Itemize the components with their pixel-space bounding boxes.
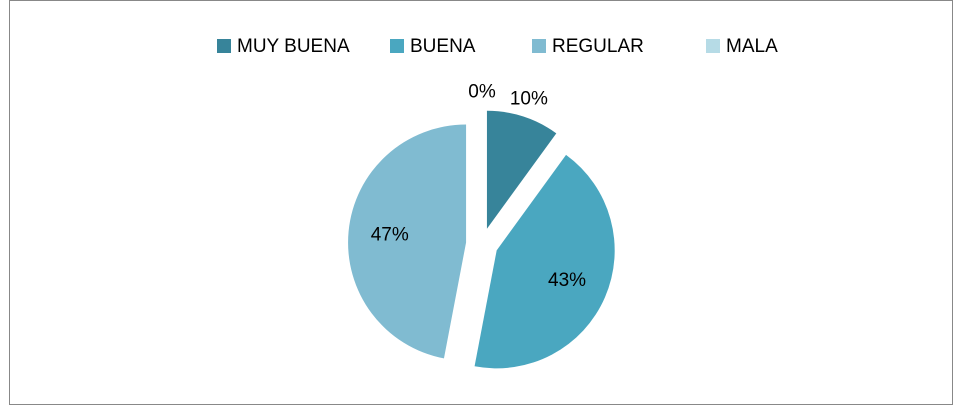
data-label: 0% — [468, 81, 496, 102]
legend-label: MALA — [726, 36, 778, 57]
legend-label: REGULAR — [552, 36, 644, 57]
legend-swatch — [532, 39, 546, 53]
data-label: 10% — [510, 89, 548, 110]
pie-slice — [486, 110, 557, 229]
legend-swatch — [217, 39, 231, 53]
pie-slice — [348, 124, 467, 359]
legend-label: MUY BUENA — [237, 36, 350, 57]
data-label: 43% — [548, 270, 586, 291]
legend-swatch — [706, 39, 720, 53]
legend-swatch — [390, 39, 404, 53]
legend-label: BUENA — [410, 36, 476, 57]
data-label: 47% — [371, 224, 409, 245]
pie-slice — [474, 154, 615, 369]
